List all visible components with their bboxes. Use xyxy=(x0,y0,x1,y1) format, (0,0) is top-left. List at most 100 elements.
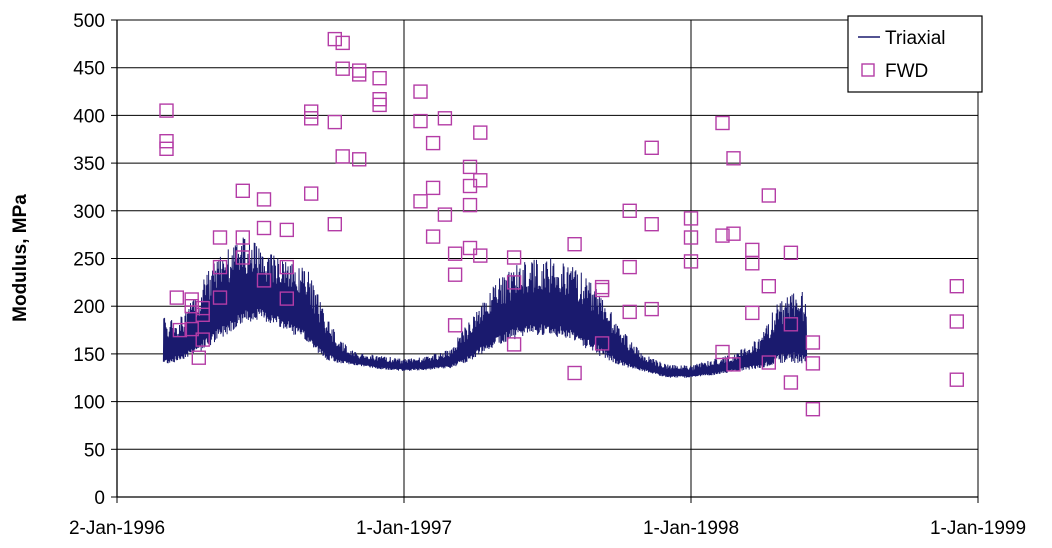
fwd-point xyxy=(172,322,188,338)
y-tick-label: 200 xyxy=(73,297,105,318)
x-tick-label: 1-Jan-1997 xyxy=(356,518,452,539)
fwd-point xyxy=(256,192,272,207)
fwd-point xyxy=(335,149,350,164)
fwd-point xyxy=(335,35,350,51)
fwd-point xyxy=(235,250,251,265)
fwd-point xyxy=(567,236,582,252)
fwd-point xyxy=(352,152,367,167)
fwd-point xyxy=(304,186,319,201)
fwd-point xyxy=(745,305,760,321)
fwd-point xyxy=(745,256,760,271)
fwd-point xyxy=(279,291,294,306)
fwd-point xyxy=(327,114,342,130)
fwd-point xyxy=(462,197,478,213)
fwd-point xyxy=(783,317,799,332)
fwd-point xyxy=(425,180,441,196)
x-tick-labels: 2-Jan-1996 1-Jan-1997 1-Jan-1998 1-Jan-1999 xyxy=(69,518,1026,539)
fwd-point xyxy=(462,178,478,194)
fwd-point xyxy=(279,222,294,238)
fwd-point xyxy=(644,140,659,156)
fwd-point xyxy=(372,97,387,113)
fwd-point xyxy=(683,230,699,245)
fwd-point xyxy=(447,267,463,282)
fwd-point xyxy=(761,279,776,294)
fwd-point xyxy=(437,111,453,126)
fwd-point xyxy=(783,245,799,261)
fwd-point xyxy=(644,216,659,232)
fwd-point xyxy=(191,350,207,365)
y-tick-label: 300 xyxy=(73,202,105,223)
fwd-point xyxy=(783,375,799,390)
fwd-point xyxy=(352,63,367,78)
legend-triaxial-label: Triaxial xyxy=(885,28,946,49)
y-tick-label: 250 xyxy=(73,250,105,271)
x-tick-label: 2-Jan-1996 xyxy=(69,518,165,539)
fwd-point xyxy=(447,318,463,333)
fwd-point xyxy=(195,307,210,322)
fwd-point xyxy=(372,70,387,86)
fwd-point xyxy=(761,188,776,203)
y-tick-label: 500 xyxy=(73,11,105,32)
fwd-point xyxy=(425,229,441,244)
fwd-point xyxy=(745,242,760,258)
fwd-point xyxy=(715,344,730,360)
y-tick-label: 350 xyxy=(73,154,105,175)
fwd-point xyxy=(327,31,342,47)
legend-fwd-marker xyxy=(861,63,875,77)
fwd-point xyxy=(506,337,522,352)
fwd-point xyxy=(447,246,463,261)
y-tick-label: 0 xyxy=(94,488,105,509)
fwd-point xyxy=(413,113,428,129)
fwd-point xyxy=(473,125,488,140)
fwd-point xyxy=(473,248,488,263)
fwd-point xyxy=(212,230,228,245)
fwd-point xyxy=(372,91,387,107)
fwd-point xyxy=(594,336,610,351)
y-tick-label: 150 xyxy=(73,345,105,366)
fwd-point xyxy=(594,282,610,298)
legend: Triaxial FWD xyxy=(847,15,983,93)
fwd-point xyxy=(304,111,319,126)
x-tick-label: 1-Jan-1999 xyxy=(930,518,1026,539)
legend-box xyxy=(847,15,983,93)
fwd-point xyxy=(622,259,637,275)
fwd-point xyxy=(159,133,174,149)
fwd-point xyxy=(462,240,478,256)
fwd-point xyxy=(726,357,741,372)
fwd-point xyxy=(256,220,272,236)
fwd-point xyxy=(715,228,730,243)
fwd-point xyxy=(683,254,699,269)
fwd-point xyxy=(335,61,350,76)
fwd-series xyxy=(159,31,964,417)
fwd-point xyxy=(462,159,478,175)
fwd-point xyxy=(805,356,821,371)
fwd-point xyxy=(715,115,730,131)
fwd-point xyxy=(212,290,228,305)
y-tick-labels: 0 50 100 150 200 250 300 350 400 450 500 xyxy=(73,11,105,509)
y-tick-label: 100 xyxy=(73,393,105,414)
fwd-point xyxy=(805,335,821,350)
fwd-point xyxy=(726,226,741,241)
fwd-point xyxy=(413,84,428,99)
fwd-point xyxy=(235,230,251,245)
fwd-point xyxy=(212,259,228,275)
fwd-point xyxy=(413,194,428,209)
fwd-point xyxy=(256,273,272,288)
fwd-point xyxy=(159,141,174,157)
fwd-point xyxy=(805,402,821,417)
fwd-point xyxy=(195,332,210,347)
x-tick-label: 1-Jan-1998 xyxy=(643,518,739,539)
fwd-point xyxy=(235,183,251,199)
fwd-point xyxy=(352,67,367,82)
fwd-point xyxy=(169,290,185,305)
fwd-point xyxy=(622,304,637,320)
fwd-point xyxy=(644,301,659,317)
fwd-point xyxy=(949,372,964,387)
fwd-point xyxy=(425,135,441,151)
y-axis-title: Modulus, MPa xyxy=(10,194,31,322)
fwd-point xyxy=(594,279,610,295)
fwd-point xyxy=(761,355,776,370)
y-tick-label: 400 xyxy=(73,106,105,127)
fwd-point xyxy=(184,299,199,314)
